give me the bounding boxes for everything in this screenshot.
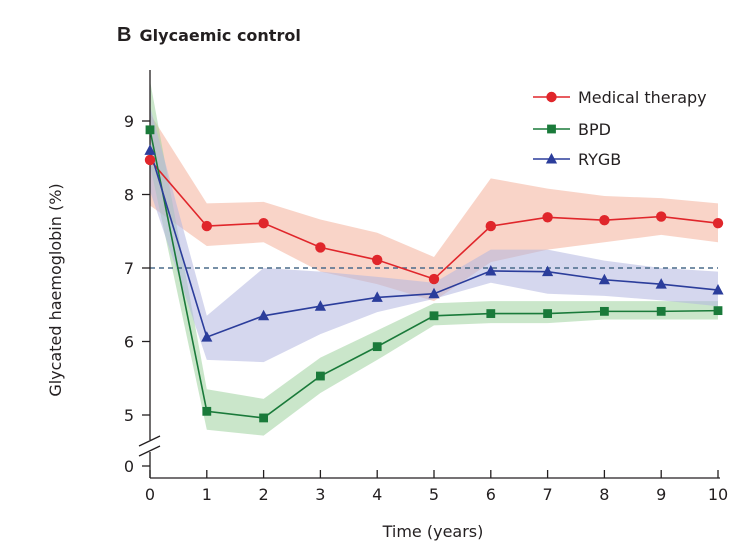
point-rygb	[314, 300, 326, 311]
point-medical-therapy	[428, 273, 440, 285]
point-rygb	[258, 309, 270, 321]
point-rygb	[598, 273, 610, 285]
point-bpd	[145, 125, 155, 135]
point-bpd	[713, 306, 723, 316]
x-tick-label: 4	[372, 485, 382, 504]
y-tick-label: 9	[124, 112, 134, 131]
point-bpd	[486, 309, 496, 318]
x-tick-label: 8	[599, 485, 609, 504]
point-bpd	[202, 406, 212, 416]
x-tick-label: 5	[429, 485, 439, 504]
band-medical-therapy	[150, 113, 718, 302]
legend-marker-rygb	[545, 153, 558, 164]
y-tick-label: 5	[124, 406, 134, 425]
point-medical-therapy	[712, 217, 724, 229]
x-tick-label: 3	[315, 485, 325, 504]
x-tick-label: 2	[259, 485, 269, 504]
legend-label-bpd: BPD	[578, 120, 611, 139]
legend-label-medical-therapy: Medical therapy	[578, 88, 707, 107]
point-medical-therapy	[656, 211, 667, 222]
panel-header: B Glycaemic control	[117, 24, 301, 47]
axis-break-mark-lower	[138, 445, 161, 457]
point-rygb	[542, 265, 554, 277]
band-rygb	[150, 106, 718, 363]
point-rygb	[712, 284, 724, 295]
point-bpd	[372, 342, 382, 352]
point-medical-therapy	[372, 254, 383, 266]
point-medical-therapy	[144, 154, 156, 166]
x-tick-label: 10	[708, 485, 728, 504]
legend-marker-bpd	[547, 124, 556, 134]
y-tick-label: 6	[124, 333, 134, 352]
legend: Medical therapy BPD RYGB	[533, 88, 707, 169]
x-axis-title: Time (years)	[382, 522, 484, 541]
y-axis-title: Glycated haemoglobin (%)	[46, 183, 65, 396]
point-medical-therapy	[315, 242, 326, 253]
x-tick-label: 1	[202, 485, 212, 504]
point-medical-therapy	[258, 217, 269, 229]
legend-label-rygb: RYGB	[578, 150, 621, 169]
legend-marker-medical-therapy	[546, 91, 557, 103]
x-tick-label: 0	[145, 485, 155, 504]
confidence-bands	[150, 80, 718, 436]
x-tick-label: 9	[656, 485, 666, 504]
point-rygb	[655, 278, 667, 289]
y-tick-label: 7	[124, 259, 134, 278]
panel-letter: B	[117, 24, 132, 46]
point-bpd	[429, 311, 439, 321]
x-tick-label: 7	[543, 485, 553, 504]
series-markers	[144, 125, 724, 423]
point-bpd	[600, 306, 609, 316]
point-medical-therapy	[599, 215, 610, 226]
point-rygb	[485, 264, 497, 276]
point-bpd	[316, 371, 325, 381]
point-bpd	[656, 306, 666, 316]
y-tick-label: 0	[124, 457, 134, 476]
axis-break-mark-upper	[138, 435, 161, 447]
point-medical-therapy	[542, 212, 553, 223]
chart-title: Glycaemic control	[139, 26, 301, 45]
point-bpd	[259, 413, 268, 423]
band-bpd	[150, 80, 718, 436]
point-rygb	[428, 287, 440, 299]
point-rygb	[371, 291, 383, 302]
point-bpd	[543, 309, 552, 318]
point-medical-therapy	[485, 220, 496, 232]
point-medical-therapy	[201, 220, 212, 232]
point-rygb	[201, 331, 213, 342]
x-tick-label: 6	[486, 485, 496, 504]
y-tick-label: 8	[124, 186, 134, 205]
point-rygb	[144, 144, 156, 155]
